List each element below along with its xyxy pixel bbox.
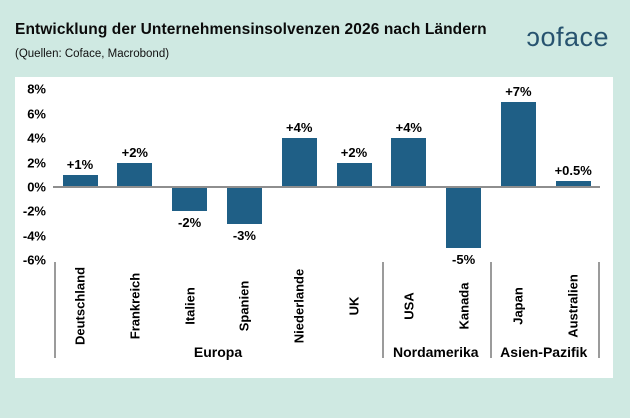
zero-axis-line (53, 186, 600, 188)
source-note: (Quellen: Coface, Macrobond) (15, 48, 170, 60)
y-axis-tick-label: -2% (22, 203, 46, 219)
bar-niederlande (281, 138, 317, 187)
coface-logo: coface (526, 22, 609, 52)
value-label: +2% (340, 144, 368, 160)
value-label: +4% (285, 120, 313, 136)
value-label: +7% (505, 83, 532, 99)
x-axis-label-frankreich: Frankreich (127, 272, 143, 340)
x-axis-label-australien: Australien (565, 274, 581, 338)
logo-letters: oface (540, 22, 609, 52)
page-title: Entwicklung der Unternehmensinsolvenzen … (15, 21, 487, 38)
value-label: +1% (66, 156, 94, 172)
value-label: -5% (452, 252, 476, 267)
x-axis-label-uk: UK (346, 296, 362, 316)
value-label: +2% (121, 144, 148, 160)
x-axis-label-japan: Japan (510, 287, 526, 325)
bar-spanien (226, 187, 262, 224)
bar-frankreich (117, 162, 153, 187)
group-label-asien-pazifik: Asien-Pazifik (500, 344, 588, 360)
value-label: -2% (178, 215, 202, 231)
x-axis-label-kanada: Kanada (456, 282, 472, 330)
chart-panel: 8% 6% 4% 2% 0% -2% -4% -6% +1% Deutschland +2% Fran… (15, 77, 613, 378)
bar-australien (555, 180, 591, 187)
y-axis-tick-label: 8% (27, 81, 46, 97)
group-label-europa: Europa (193, 344, 243, 360)
x-axis-label-spanien: Spanien (236, 280, 252, 332)
bar-italien (172, 187, 208, 212)
x-axis-label-deutschland: Deutschland (72, 266, 88, 346)
group-separator-line (489, 262, 492, 358)
bar-usa (391, 138, 427, 187)
group-separator-line (382, 262, 384, 358)
group-separator-line (54, 262, 56, 358)
y-axis-tick-label: 6% (27, 106, 46, 122)
x-axis-label-usa: USA (401, 292, 417, 320)
bar-uk (336, 162, 372, 187)
x-axis-label-italien: Italien (182, 287, 198, 325)
y-axis-tick-label: 0% (27, 179, 46, 195)
y-axis-tick-label: 4% (27, 130, 46, 146)
x-axis-label-niederlande: Niederlande (291, 268, 307, 344)
group-separator-line (598, 262, 600, 358)
bar-kanada (446, 187, 482, 248)
y-axis-tick-label: -4% (22, 228, 46, 244)
y-axis-tick-label: -6% (22, 252, 46, 268)
bar-japan (500, 101, 536, 187)
y-axis-tick-label: 2% (27, 155, 46, 171)
logo-letter-c: c (526, 22, 541, 52)
bar-chart: 8% 6% 4% 2% 0% -2% -4% -6% +1% Deutschland +2% Fran… (15, 77, 613, 378)
value-label: -3% (232, 227, 256, 243)
group-label-nordamerika: Nordamerika (392, 344, 479, 360)
value-label: +4% (395, 120, 422, 136)
bar-deutschland (62, 174, 98, 187)
value-label: +0.5% (554, 162, 592, 178)
